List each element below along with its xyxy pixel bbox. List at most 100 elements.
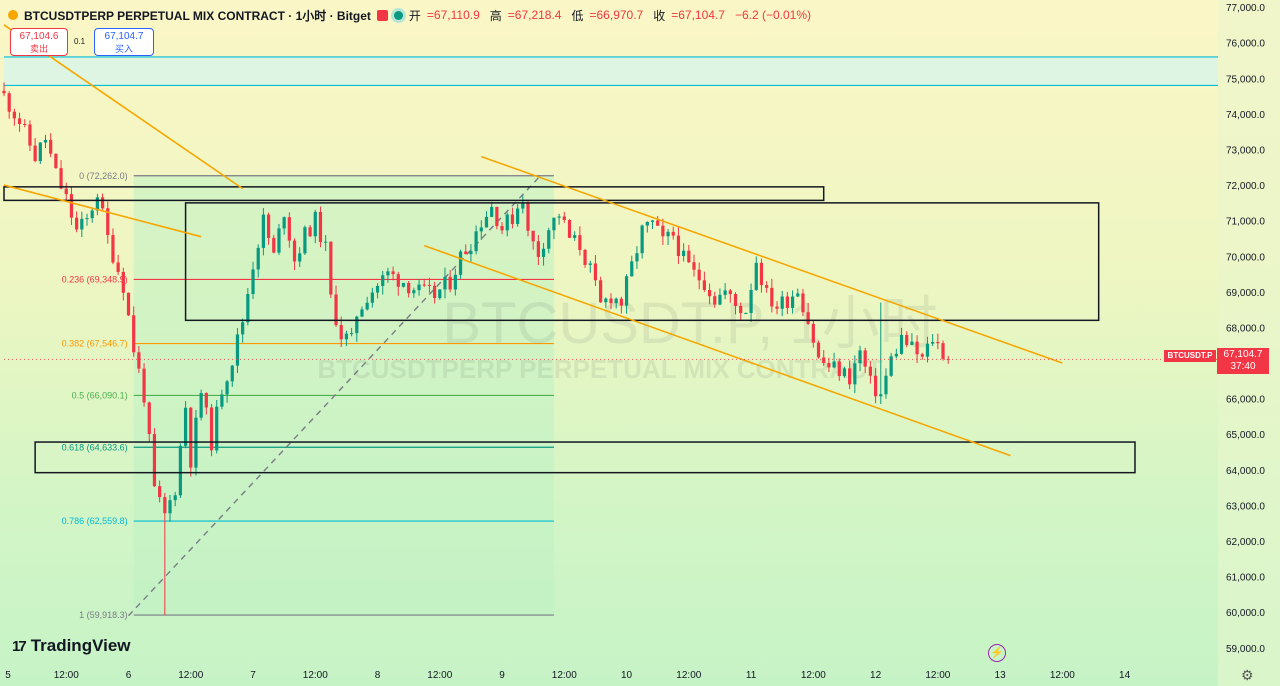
price-tick-label: 74,000.0 [1226,110,1265,121]
time-tick-label: 8 [375,670,381,681]
candle-body [884,375,888,395]
candle-body [370,292,374,303]
tradingview-logo-icon: 17 [12,637,27,655]
time-tick-label: 12:00 [1050,670,1075,681]
tradingview-logo[interactable]: 17 TradingView [12,636,131,656]
price-axis-bg [1218,0,1280,686]
candle-body [609,298,613,304]
rectangle-zones [3,186,1136,474]
candle-body [49,139,53,154]
candle-body [287,217,291,241]
candle-body [318,211,323,242]
candle-body [292,240,297,262]
time-tick-label: 5 [5,670,11,681]
candle-body [163,497,167,514]
candle-body [38,142,42,162]
dashed-trend-line [128,177,539,617]
candle-body [360,309,364,317]
candle-body [12,111,16,119]
time-tick-label: 13 [995,670,1007,681]
candle-body [718,294,722,305]
price-tick-label: 60,000.0 [1226,608,1265,619]
candle-body [889,356,893,376]
candle-body [386,271,390,276]
candle-body [204,392,208,408]
candle-body [863,350,867,367]
high-label: 高 [489,8,502,23]
candle-body [313,211,317,237]
candle-body [85,218,89,220]
candle-body [126,292,131,316]
candle-body [209,407,214,451]
candle-body [412,290,416,294]
buy-button[interactable]: 67,104.7 买入 [94,28,154,56]
candle-body [899,334,904,354]
candle-body [106,208,110,236]
rectangle-zone [3,186,825,202]
candle-body [75,217,79,230]
close-value: =67,104.7 [671,8,725,22]
candle-body [630,261,634,277]
candle-body [479,227,483,232]
gear-icon[interactable]: ⚙ [1241,667,1254,683]
candle-body [536,241,540,257]
candle-body [33,145,37,162]
candle-body [256,247,260,270]
symbol-title[interactable]: BTCUSDTPERP PERPETUAL MIX CONTRACT · 1小时… [24,8,371,23]
candle-body [215,406,219,451]
price-axis: 59,000.0 60,000.0 61,000.0 62,000.0 63,000.0… [1226,3,1265,655]
candle-body [422,284,426,286]
candle-body [936,341,940,344]
candle-body [516,208,520,224]
candle-body [661,225,665,237]
candle-body [754,262,758,290]
candle-body [261,214,266,248]
trend-line [481,155,1063,364]
candle-body [676,235,681,256]
candle-body [152,434,157,487]
candle-body [2,90,6,94]
price-tick-label: 76,000.0 [1226,39,1265,50]
price-tick-label: 68,000.0 [1226,323,1265,334]
candle-body [822,357,826,363]
candle-body [469,251,473,255]
candle-body [770,287,774,307]
candle-body [23,123,27,125]
candle-body [298,253,302,262]
sell-button[interactable]: 67,104.6 卖出 [10,28,68,56]
candle-body [687,250,691,263]
candle-body [526,202,530,231]
lightning-icon[interactable]: ⚡ [988,644,1006,662]
chart-header: BTCUSDTPERP PERPETUAL MIX CONTRACT · 1小时… [8,6,815,24]
candle-body [178,445,183,496]
candle-body [500,226,504,231]
candle-body [666,231,670,237]
fib-level-label: 1 (59,918.3) [79,610,128,620]
time-tick-label: 12:00 [427,670,452,681]
price-tick-label: 72,000.0 [1226,181,1265,192]
candle-body [531,230,535,242]
candle-body [588,263,592,265]
candle-body [121,271,125,293]
time-tick-label: 12:00 [925,670,950,681]
time-tick-label: 12:00 [303,670,328,681]
flag-icon[interactable] [376,9,388,21]
candle-body [432,285,437,299]
candle-body [868,366,873,376]
candle-body [801,293,805,313]
candles [2,82,950,616]
candle-body [604,298,608,303]
candle-body [521,202,525,209]
candle-body [505,214,509,231]
fib-level-label: 0 (72,262.0) [79,171,128,181]
candle-body [931,341,935,344]
fibonacci-retracement: 0 (72,262.0) 0.236 (69,348.9) 0.382 (67,54… [62,171,554,620]
candle-body [329,241,333,295]
price-tick-label: 77,000.0 [1226,3,1265,14]
last-price-symbol-tag: BTCUSDT.P [1164,350,1216,362]
candle-body [464,251,468,255]
candle-body [28,124,32,146]
candle-body [111,235,115,263]
candle-body [407,282,411,294]
